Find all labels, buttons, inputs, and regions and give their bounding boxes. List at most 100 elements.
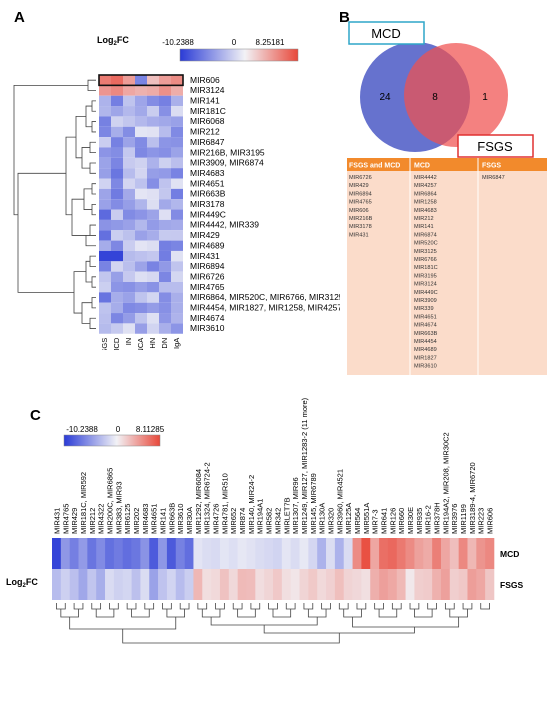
heatmap-a-dendrogram bbox=[71, 198, 86, 236]
venn-table-cell: MIR606 bbox=[349, 208, 369, 214]
heatmap-a-cell bbox=[111, 323, 123, 334]
heatmap-c-cell-mcd bbox=[105, 538, 115, 569]
heatmap-a-cell bbox=[171, 199, 183, 210]
heatmap-c-cell-mcd bbox=[458, 538, 468, 569]
heatmap-a-cell bbox=[111, 219, 123, 231]
heatmap-a-cell bbox=[135, 75, 147, 86]
heatmap-a-row-label: MIR216B, MIR3195 bbox=[190, 147, 265, 157]
heatmap-c-col-label: MIR6125 bbox=[123, 504, 132, 534]
heatmap-a-cell bbox=[147, 178, 159, 189]
heatmap-a-cell bbox=[159, 137, 171, 148]
heatmap-a-cell bbox=[171, 168, 183, 179]
heatmap-a-dendrogram bbox=[89, 141, 96, 154]
venn-table-cell: MIR141 bbox=[414, 224, 434, 230]
heatmap-a-cell bbox=[123, 323, 135, 334]
heatmap-a-cell bbox=[123, 261, 135, 272]
venn-table-cell: MIR6874 bbox=[414, 232, 437, 238]
venn-table-cell: MIR216B bbox=[349, 216, 373, 222]
heatmap-a-cell bbox=[159, 199, 171, 210]
heatmap-a-cell bbox=[135, 209, 147, 220]
heatmap-a-row-label: MIR4765 bbox=[190, 282, 225, 292]
heatmap-a-cell bbox=[99, 261, 111, 272]
heatmap-a-cell bbox=[99, 323, 111, 334]
heatmap-a-cell bbox=[99, 75, 111, 86]
heatmap-c-col-label: MIR383, MIR93 bbox=[114, 481, 123, 534]
heatmap-a-cell bbox=[135, 85, 147, 96]
heatmap-a-cell bbox=[147, 219, 159, 231]
heatmap-c-dendrogram bbox=[285, 603, 296, 610]
heatmap-a-cell bbox=[123, 250, 135, 262]
heatmap-c-col-label: MIR4781, MIR510 bbox=[220, 473, 229, 534]
heatmap-c-cell-fsgs bbox=[96, 569, 106, 600]
heatmap-a-cell bbox=[147, 126, 159, 138]
heatmap-a-row-label: MIR212 bbox=[190, 127, 220, 137]
heatmap-c-cell-fsgs bbox=[202, 569, 212, 600]
heatmap-c-col-label: MIR140, MIR24-2 bbox=[247, 475, 256, 534]
heatmap-c-dendrogram bbox=[352, 617, 460, 628]
heatmap-a-cell bbox=[135, 240, 147, 251]
heatmap-a-dendrogram bbox=[91, 276, 96, 288]
heatmap-c-dendrogram bbox=[126, 603, 137, 610]
heatmap-a-row-label: MIR663B bbox=[190, 189, 226, 199]
heatmap-c-col-label: MIR145, MIR6789 bbox=[309, 473, 318, 534]
panel-a: A Log2FC -10.2388 0 8.25181 MIR606 MIR312… bbox=[0, 0, 340, 350]
heatmap-a-cell bbox=[171, 106, 183, 117]
heatmap-c-cell-mcd bbox=[113, 538, 124, 569]
heatmap-c-col-label: MIR181C, MIR592 bbox=[79, 472, 88, 534]
heatmap-c-cell-fsgs bbox=[423, 569, 433, 600]
heatmap-a-cell bbox=[171, 95, 183, 107]
heatmap-c-col-label: MIR320 bbox=[326, 508, 335, 534]
heatmap-a-row-label: MIR3610 bbox=[190, 323, 225, 333]
heatmap-c-col-label: MIR3189-4, MIR6720 bbox=[468, 462, 477, 534]
heatmap-c-cell-fsgs bbox=[140, 569, 150, 600]
heatmap-a-cell bbox=[123, 240, 135, 251]
heatmap-c-cell-mcd bbox=[423, 538, 433, 569]
venn-figure: B MCD FSGS 24 8 1 FSGS and MCD MCD FSGS MIR… bbox=[339, 9, 547, 375]
heatmap-a-cell bbox=[111, 188, 123, 200]
heatmap-a-cell bbox=[171, 250, 183, 262]
heatmap-c-dendrogram bbox=[215, 603, 225, 610]
heatmap-c-dendrogram bbox=[232, 603, 243, 610]
heatmap-a-cell bbox=[147, 240, 159, 251]
heatmap-a-figure: A Log2FC -10.2388 0 8.25181 MIR606MIR312… bbox=[13, 9, 340, 350]
venn-table-cell: MIR663B bbox=[414, 331, 438, 337]
heatmap-c-col-label: MIR30A bbox=[185, 507, 194, 534]
heatmap-a-cell bbox=[147, 116, 159, 127]
heatmap-c-cell-mcd bbox=[449, 538, 459, 569]
heatmap-c-col-label: MIR652 bbox=[229, 508, 238, 534]
heatmap-c-dendrogram bbox=[374, 603, 384, 610]
heatmap-c-col-label: MIR564 bbox=[353, 508, 362, 534]
heatmap-a-dendrogram bbox=[89, 224, 96, 236]
heatmap-a-cell bbox=[111, 95, 123, 107]
heatmap-c-dendrogram bbox=[162, 603, 172, 610]
heatmap-c-dendrogram bbox=[56, 603, 66, 610]
heatmap-c-col-label: MIR194A1 bbox=[256, 499, 265, 534]
heatmap-a-cell bbox=[159, 147, 171, 158]
heatmap-a-cell bbox=[111, 168, 123, 179]
heatmap-c-cell-mcd bbox=[467, 538, 477, 569]
heatmap-a-cell bbox=[135, 261, 147, 272]
heatmap-a-cell bbox=[111, 147, 123, 158]
heatmap-c-cell-mcd bbox=[379, 538, 389, 569]
venn-table-header: MCD bbox=[414, 163, 430, 170]
heatmap-c-cell-fsgs bbox=[458, 569, 468, 600]
legend-a-colorbar bbox=[179, 48, 299, 62]
heatmap-a-cell bbox=[147, 261, 159, 272]
heatmap-a-cell bbox=[99, 199, 111, 210]
heatmap-c-row-label-mcd: MCD bbox=[500, 549, 519, 559]
heatmap-c-row-label-fsgs: FSGS bbox=[500, 580, 523, 590]
heatmap-a-cell bbox=[159, 157, 171, 169]
heatmap-a-cell bbox=[99, 168, 111, 179]
heatmap-a-cell bbox=[147, 137, 159, 148]
heatmap-a-dendrogram bbox=[89, 317, 96, 329]
heatmap-a-cell bbox=[135, 323, 147, 334]
heatmap-c-col-label: MIR606 bbox=[486, 508, 495, 534]
heatmap-c-cell-mcd bbox=[184, 538, 194, 569]
heatmap-a-cell bbox=[123, 178, 135, 189]
heatmap-c-cell-mcd bbox=[255, 538, 265, 569]
legend-a-mid: 0 bbox=[232, 38, 237, 47]
heatmap-a-cell bbox=[171, 157, 183, 169]
heatmap-c-cell-fsgs bbox=[237, 569, 247, 600]
heatmap-a-row-label: MIR449C bbox=[190, 209, 226, 219]
heatmap-a-cell bbox=[111, 199, 123, 210]
